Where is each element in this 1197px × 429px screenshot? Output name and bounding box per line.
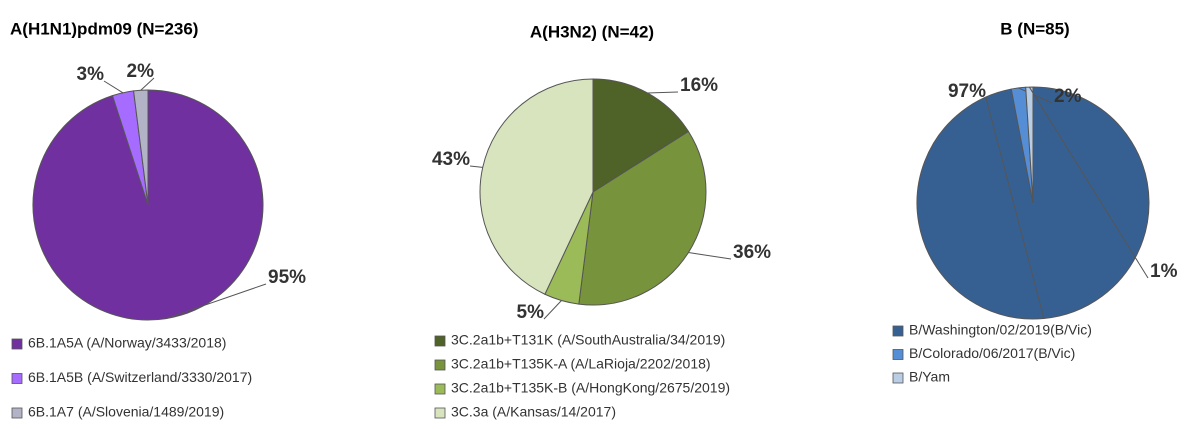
leader-line bbox=[1018, 87, 1053, 104]
legend-label: 3C.3a (A/Kansas/14/2017) bbox=[451, 404, 616, 420]
legend-swatch bbox=[892, 372, 904, 384]
leader-line bbox=[165, 283, 267, 320]
legend-swatch bbox=[11, 338, 23, 350]
data-label: 36% bbox=[733, 242, 771, 263]
data-label: 1% bbox=[1150, 261, 1178, 282]
data-label: 43% bbox=[432, 149, 470, 170]
pie-slice bbox=[592, 78, 690, 193]
pie-slice bbox=[479, 78, 594, 295]
leader-line bbox=[688, 252, 732, 260]
legend-label: 6B.1A5B (A/Switzerland/3330/2017) bbox=[28, 369, 252, 385]
legend-swatch bbox=[434, 407, 446, 419]
legend-swatch bbox=[434, 383, 446, 395]
chart-title: A(H3N2) (N=42) bbox=[530, 22, 654, 41]
legend-swatch bbox=[434, 335, 446, 347]
legend-label: B/Yam bbox=[909, 369, 950, 385]
data-label: 95% bbox=[268, 267, 306, 288]
legend-label: B/Colorado/06/2017(B/Vic) bbox=[909, 345, 1075, 361]
data-label: 97% bbox=[948, 81, 986, 102]
leader-line bbox=[985, 97, 1045, 319]
leader-line bbox=[469, 165, 483, 168]
chart-title: A(H1N1)pdm09 (N=236) bbox=[10, 19, 198, 38]
data-label: 3% bbox=[77, 64, 105, 85]
data-label: 2% bbox=[127, 61, 155, 82]
legend-label: 6B.1A5A (A/Norway/3433/2018) bbox=[28, 335, 226, 351]
pie-slice bbox=[578, 130, 707, 306]
chart-title: B (N=85) bbox=[1000, 19, 1069, 38]
legend-swatch bbox=[11, 407, 23, 419]
legend-swatch bbox=[11, 373, 23, 384]
data-label: 5% bbox=[517, 302, 545, 323]
legend-label: 3C.2a1b+T131K (A/SouthAustralia/34/2019) bbox=[451, 332, 725, 348]
leader-line bbox=[543, 300, 562, 320]
legend-label: 3C.2a1b+T135K-A (A/LaRioja/2202/2018) bbox=[451, 356, 711, 372]
leader-line bbox=[647, 91, 679, 94]
leader-line bbox=[1028, 86, 1149, 279]
legend-swatch bbox=[892, 349, 904, 360]
legend-swatch bbox=[434, 359, 446, 371]
legend-label: 3C.2a1b+T135K-B (A/HongKong/2675/2019) bbox=[451, 380, 730, 396]
data-label: 2% bbox=[1054, 86, 1082, 107]
legend-label: 6B.1A7 (A/Slovenia/1489/2019) bbox=[28, 404, 224, 420]
legend-label: B/Washington/02/2019(B/Vic) bbox=[909, 322, 1092, 338]
data-label: 16% bbox=[680, 75, 718, 96]
legend-swatch bbox=[892, 325, 904, 337]
leader-line bbox=[103, 80, 124, 94]
leader-line bbox=[140, 77, 155, 91]
